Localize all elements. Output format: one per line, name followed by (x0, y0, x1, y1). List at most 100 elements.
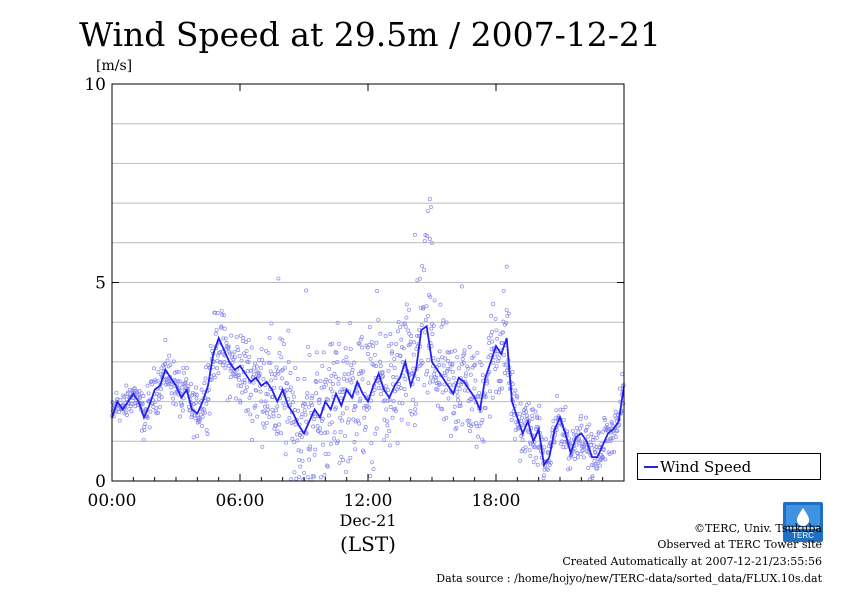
sample-point (371, 344, 376, 349)
sample-point (542, 445, 547, 450)
sample-point (352, 360, 357, 365)
sample-point (228, 375, 233, 380)
sample-point (413, 407, 418, 412)
sample-point (189, 415, 194, 420)
sample-point (306, 344, 310, 349)
sample-point (352, 403, 357, 408)
sample-point (528, 454, 533, 458)
sample-point (129, 402, 134, 407)
sample-point (247, 395, 252, 400)
sample-point (191, 435, 196, 440)
sample-point (404, 315, 409, 320)
sample-point (276, 369, 280, 374)
sample-point (295, 438, 300, 443)
sample-point (204, 427, 209, 432)
sample-point (336, 377, 341, 382)
sample-point (411, 397, 415, 402)
sample-point (524, 402, 529, 407)
sample-point (274, 365, 279, 370)
sample-point (545, 467, 550, 472)
sample-point (523, 445, 528, 450)
sample-point (434, 375, 439, 380)
sample-point (332, 371, 337, 376)
sample-point (380, 370, 385, 375)
sample-point (299, 435, 304, 440)
sample-point (163, 338, 168, 343)
sample-point (219, 308, 224, 313)
sample-point (522, 449, 527, 454)
sample-point (228, 395, 233, 400)
sample-point (141, 394, 146, 398)
sample-point (476, 395, 481, 400)
sample-point (382, 437, 387, 442)
sample-point (178, 414, 182, 419)
y-tick-label: 10 (84, 75, 106, 95)
sample-point (403, 377, 408, 382)
sample-point (446, 377, 451, 382)
sample-point (319, 418, 324, 423)
sample-point (264, 348, 268, 353)
sample-point (465, 364, 470, 369)
sample-point (269, 321, 274, 326)
sample-point (286, 328, 291, 333)
sample-point (237, 354, 242, 358)
sample-point (374, 426, 379, 431)
sample-point (228, 368, 233, 373)
sample-point (257, 371, 262, 376)
sample-point (230, 352, 235, 357)
sample-point (318, 475, 323, 480)
sample-point (490, 329, 494, 334)
sample-point (174, 369, 179, 374)
sample-point (259, 399, 264, 404)
sample-point (341, 376, 346, 381)
sample-point (389, 341, 394, 346)
sample-point (577, 438, 582, 443)
sample-point (247, 354, 252, 359)
sample-point (450, 361, 455, 366)
sample-point (218, 360, 223, 365)
sample-point (425, 369, 430, 374)
sample-point (506, 311, 511, 316)
sample-point (318, 426, 323, 431)
sample-point (290, 436, 295, 441)
sample-point (179, 385, 184, 390)
sample-point (182, 370, 186, 375)
sample-point (490, 339, 495, 344)
sample-point (310, 403, 314, 408)
sample-point (570, 428, 575, 433)
sample-point (318, 378, 323, 383)
sample-point (422, 268, 426, 273)
sample-point (438, 382, 442, 387)
sample-point (520, 415, 524, 420)
sample-point (135, 390, 140, 394)
sample-point (271, 414, 276, 419)
sample-point (612, 431, 617, 436)
sample-point (355, 389, 359, 394)
sample-point (548, 460, 553, 465)
sample-point (592, 443, 596, 448)
sample-point (159, 395, 164, 400)
sample-point (565, 429, 570, 434)
sample-point (461, 360, 466, 365)
sample-point (437, 349, 442, 354)
sample-point (419, 358, 424, 363)
sample-point (497, 387, 502, 392)
sample-point (125, 392, 130, 397)
sample-point (243, 353, 248, 358)
sample-point (142, 428, 147, 432)
sample-point (491, 302, 496, 306)
sample-point (184, 377, 189, 382)
sample-point (594, 435, 599, 440)
sample-point (350, 368, 355, 372)
sample-point (347, 417, 351, 422)
sample-point (584, 427, 589, 432)
sample-point (495, 351, 500, 356)
sample-point (329, 441, 334, 446)
sample-point (435, 403, 440, 408)
sample-point (129, 404, 133, 409)
sample-point (443, 373, 448, 378)
sample-point (315, 371, 320, 376)
sample-point (615, 428, 620, 433)
sample-point (339, 454, 344, 459)
sample-point (140, 428, 144, 433)
